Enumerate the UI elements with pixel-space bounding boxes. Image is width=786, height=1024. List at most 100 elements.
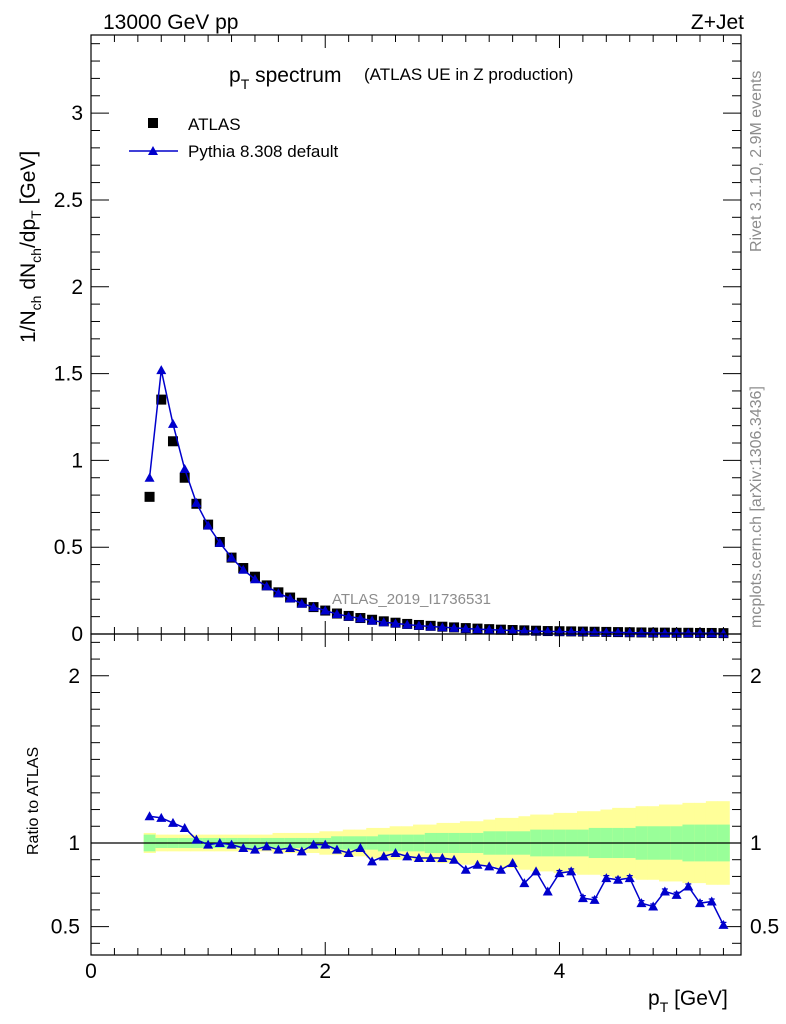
ratio-x-tick-label: 4 [554, 960, 566, 983]
ratio-point [378, 851, 389, 861]
mc-point [683, 628, 694, 638]
mc-point [495, 625, 506, 635]
ratio-point [706, 896, 717, 906]
ratio-point [648, 901, 659, 911]
mc-point [484, 624, 495, 634]
ratio-point [308, 839, 319, 849]
ratio-point [636, 898, 647, 908]
mc-point [203, 520, 214, 530]
ratio-point [191, 834, 202, 844]
mc-point [285, 593, 296, 603]
mc-point [273, 588, 284, 598]
mc-point [179, 464, 190, 474]
mc-point [355, 613, 366, 623]
mc-point [519, 625, 530, 635]
ratio-point [577, 893, 588, 903]
main-y-tick-label: 3 [71, 102, 83, 125]
mc-point [367, 615, 378, 625]
mc-point [378, 617, 389, 627]
main-y-tick-label: 0 [71, 623, 83, 646]
legend-mc-label: Pythia 8.308 default [188, 142, 339, 161]
mc-point [706, 628, 717, 638]
mc-point [425, 621, 436, 631]
ratio-point [449, 854, 460, 864]
data-point [167, 436, 178, 447]
legend-data-marker [148, 118, 158, 128]
ratio-point [484, 861, 495, 871]
header-right: Z+Jet [691, 11, 744, 34]
mc-point [238, 564, 249, 574]
mc-point [531, 626, 542, 636]
legend-data-label: ATLAS [188, 115, 241, 134]
main-y-tick-label: 0.5 [54, 536, 83, 559]
ratio-point [285, 843, 296, 852]
mc-point [226, 552, 237, 562]
mc-point [191, 497, 202, 507]
mc-point [449, 622, 460, 632]
ratio-point [355, 843, 366, 852]
mc-point [413, 620, 424, 630]
mc-point [167, 418, 178, 428]
ratio-point [273, 844, 284, 854]
main-y-tick-label: 2 [71, 276, 83, 299]
title-sub: T [241, 76, 250, 92]
header-left: 13000 GeV pp [103, 11, 238, 34]
ratio-xlabel: pT [GeV] [648, 987, 728, 1015]
ratio-point [413, 853, 424, 863]
title-p: p [229, 64, 241, 87]
mc-point [331, 609, 342, 619]
ratio-point [566, 866, 577, 876]
mc-point [144, 472, 155, 482]
ratio-ylabel: Ratio to ATLAS [25, 747, 42, 855]
mc-point [308, 602, 319, 612]
mc-point [343, 611, 354, 621]
main-y-tick-label: 2.5 [54, 189, 83, 212]
data-point [179, 472, 190, 483]
mc-point [390, 618, 401, 628]
ratio-point [402, 851, 413, 861]
ratio-point [144, 811, 155, 821]
main-y-tick-label: 1.5 [54, 363, 83, 386]
mc-point [718, 628, 729, 638]
ratio-frame [90, 633, 742, 956]
ratio-point [718, 919, 729, 929]
mc-point [437, 622, 448, 632]
ratio-y-tick-label: 1 [68, 832, 80, 855]
legend-mc-marker [148, 146, 158, 155]
main-y-tick-label: 1 [71, 449, 83, 472]
main-panel: 0 0.5 1 1.5 2 2.5 3 pT spectrum (ATLAS UE in Z… [17, 34, 742, 646]
ratio-point [601, 873, 612, 883]
analysis-label: ATLAS_2019_I1736531 [332, 591, 491, 608]
ratio-point [472, 859, 483, 869]
ratio-point [390, 848, 401, 858]
ratio-point [507, 858, 518, 868]
mc-point [460, 623, 471, 633]
mc-point [554, 626, 565, 636]
rivet-label: Rivet 3.1.10, 2.9M events [748, 71, 765, 252]
ratio-point [659, 886, 670, 896]
ratio-point [249, 844, 260, 854]
mc-point [648, 627, 659, 637]
mc-point [296, 598, 307, 608]
ratio-y-tick-label-right: 1 [750, 832, 762, 855]
ratio-point [367, 856, 378, 866]
data-point [156, 394, 167, 405]
title-rest: spectrum [249, 64, 341, 87]
ratio-panel: 0 2 4 0.5 0.5 1 1 2 2 Ratio to ATLAS pT [GeV] [25, 633, 779, 1015]
ratio-point [425, 853, 436, 863]
ratio-point [179, 822, 190, 832]
main-ylabel: 1/Nch dNch/dpT [GeV] [17, 151, 44, 343]
ratio-point [437, 853, 448, 863]
ratio-point [214, 837, 225, 847]
ratio-point [624, 873, 635, 883]
ratio-point [296, 846, 307, 856]
ratio-point [331, 844, 342, 854]
mc-point [472, 624, 483, 634]
ratio-point [320, 839, 331, 849]
ratio-point [460, 864, 471, 874]
ratio-point [613, 874, 624, 884]
mc-point [659, 627, 670, 637]
mcplots-label: mcplots.cern.ch [arXiv:1306.3436] [748, 386, 765, 628]
ratio-point [156, 812, 167, 822]
